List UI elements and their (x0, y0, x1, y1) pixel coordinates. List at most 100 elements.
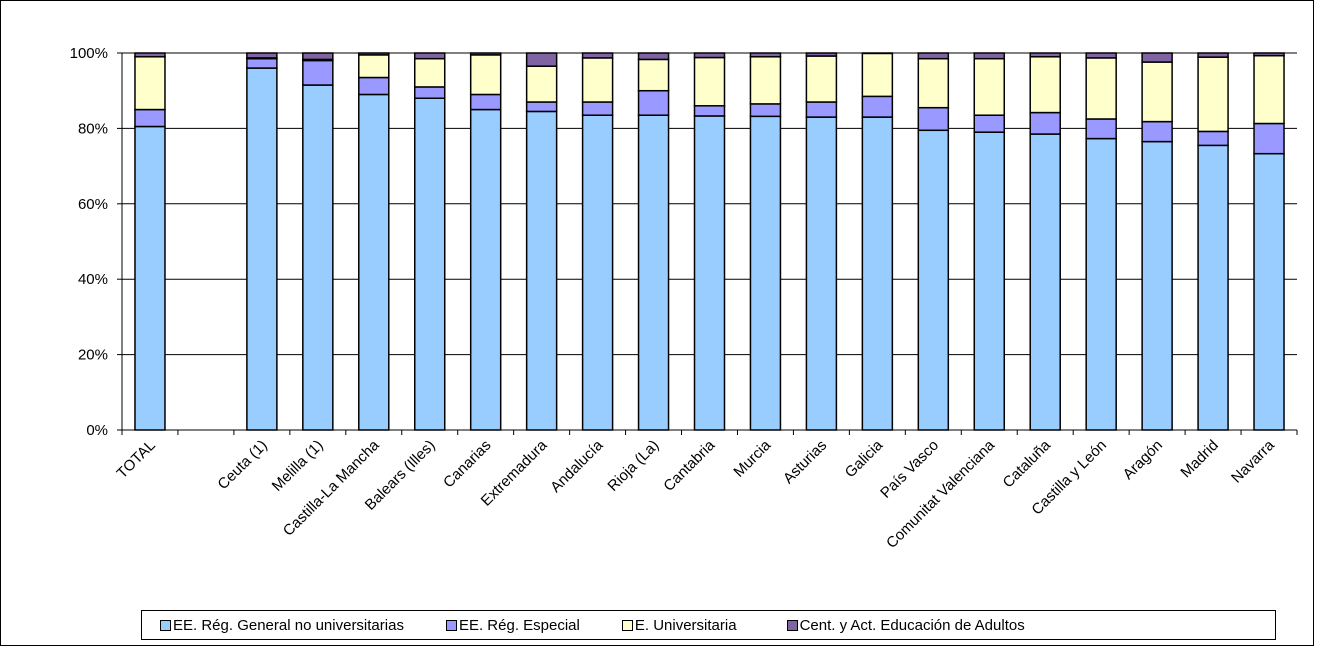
legend-swatch (786, 619, 798, 631)
bar-segment (805, 101, 838, 118)
x-tick-label: Madrid (1177, 437, 1221, 481)
bar-segment (917, 106, 950, 132)
bar-segment (413, 86, 446, 99)
bar-segment (581, 57, 614, 103)
y-tick-label: 20% (78, 347, 108, 364)
x-tick-label: Andalucía (547, 436, 607, 496)
x-tick-label: Melilla (1) (269, 437, 327, 495)
bar-segment (134, 56, 166, 111)
bar-segment (302, 59, 334, 86)
bar-segment (1085, 57, 1117, 120)
y-tick-label: 80% (78, 120, 108, 137)
x-tick-label: Cataluña (1000, 436, 1055, 491)
bar-segment (637, 52, 670, 61)
bar-segment (973, 52, 1006, 60)
bar-segment (693, 105, 726, 117)
bar-segment (1141, 120, 1173, 143)
bar-segment (973, 114, 1006, 133)
legend-item: Cent. y Act. Educación de Adultos (786, 616, 1025, 634)
bar-segment (637, 58, 670, 92)
x-tick-label: Rioja (La) (604, 437, 662, 495)
bar-segment (525, 65, 558, 103)
bar-segment (1029, 56, 1061, 114)
bar-segment (1029, 133, 1061, 431)
bar-segment (1085, 52, 1117, 59)
bar-segment (358, 54, 390, 79)
y-tick-label: 0% (86, 422, 108, 439)
y-tick-label: 40% (78, 271, 108, 288)
bar-segment (1197, 144, 1229, 431)
bar-segment (413, 57, 446, 88)
bar-segment (358, 93, 390, 431)
bar-segment (749, 115, 782, 431)
bar-segment (246, 52, 278, 59)
y-tick-label: 60% (78, 196, 108, 213)
bar-segment (1141, 52, 1173, 63)
x-tick-label: Navarra (1228, 436, 1278, 486)
legend-label: E. Universitaria (634, 616, 737, 634)
bar-segment (973, 131, 1006, 431)
bar-segment (581, 114, 614, 431)
x-tick-label: Murcia (730, 436, 774, 480)
bar-segment (469, 93, 502, 111)
x-tick-label: Comunitat Valenciana (883, 436, 998, 551)
bar-segment (469, 108, 502, 431)
legend-swatch (445, 619, 457, 631)
bar-segment (805, 55, 838, 103)
bar-segment (1085, 118, 1117, 140)
bar-segment (693, 56, 726, 107)
bar-segment (861, 116, 894, 431)
bar-segment (525, 101, 558, 113)
bar-segment (1253, 52, 1285, 57)
bars (134, 52, 1285, 431)
legend-swatch (621, 619, 633, 631)
bar-segment (302, 84, 334, 431)
bar-segment (302, 52, 334, 61)
bar-segment (749, 56, 782, 105)
bar-segment (693, 52, 726, 59)
bar-segment (637, 114, 670, 431)
bar-segment (861, 52, 894, 98)
legend: EE. Rég. General no universitarias EE. Ré… (141, 610, 1276, 640)
bar-segment (413, 97, 446, 431)
bar-segment (1197, 130, 1229, 147)
bar-segment (805, 52, 838, 57)
x-tick-label: Canarias (440, 437, 494, 491)
bar-segment (469, 54, 502, 96)
bar-segment (861, 95, 894, 118)
bar-segment (1253, 54, 1285, 125)
bar-segment (1253, 152, 1285, 431)
bar-segment (973, 57, 1006, 116)
bar-segment (246, 67, 278, 431)
x-tick-label: Ceuta (1) (214, 437, 270, 493)
legend-swatch (160, 619, 171, 631)
bar-segment (1085, 137, 1117, 431)
x-tick-label: Castilla-La Mancha (280, 436, 383, 539)
bar-segment (525, 110, 558, 431)
bar-segment (134, 108, 166, 128)
bar-segment (1197, 56, 1229, 133)
bar-segment (134, 125, 166, 431)
bar-segment (917, 52, 950, 60)
x-tick-label: TOTAL (114, 437, 159, 482)
bar-segment (1141, 140, 1173, 431)
bar-segment (917, 57, 950, 109)
legend-item: EE. Rég. Especial (445, 617, 580, 634)
legend-item: EE. Rég. General no universitarias (160, 617, 404, 634)
bar-segment (134, 52, 166, 58)
bar-segment (1141, 61, 1173, 123)
bar-segment (1197, 52, 1229, 58)
bar-segment (246, 57, 278, 69)
x-tick-label: Cantabria (660, 436, 718, 494)
legend-item: E. Universitaria (621, 616, 737, 634)
legend-label: Cent. y Act. Educación de Adultos (799, 616, 1025, 634)
bar-segment (749, 52, 782, 58)
x-tick-label: Asturias (780, 437, 830, 487)
bar-segment (1029, 111, 1061, 135)
bar-segment (1253, 122, 1285, 155)
bar-segment (581, 101, 614, 116)
bar-segment (917, 129, 950, 431)
bar-segment (693, 115, 726, 431)
bar-segment (1029, 52, 1061, 58)
